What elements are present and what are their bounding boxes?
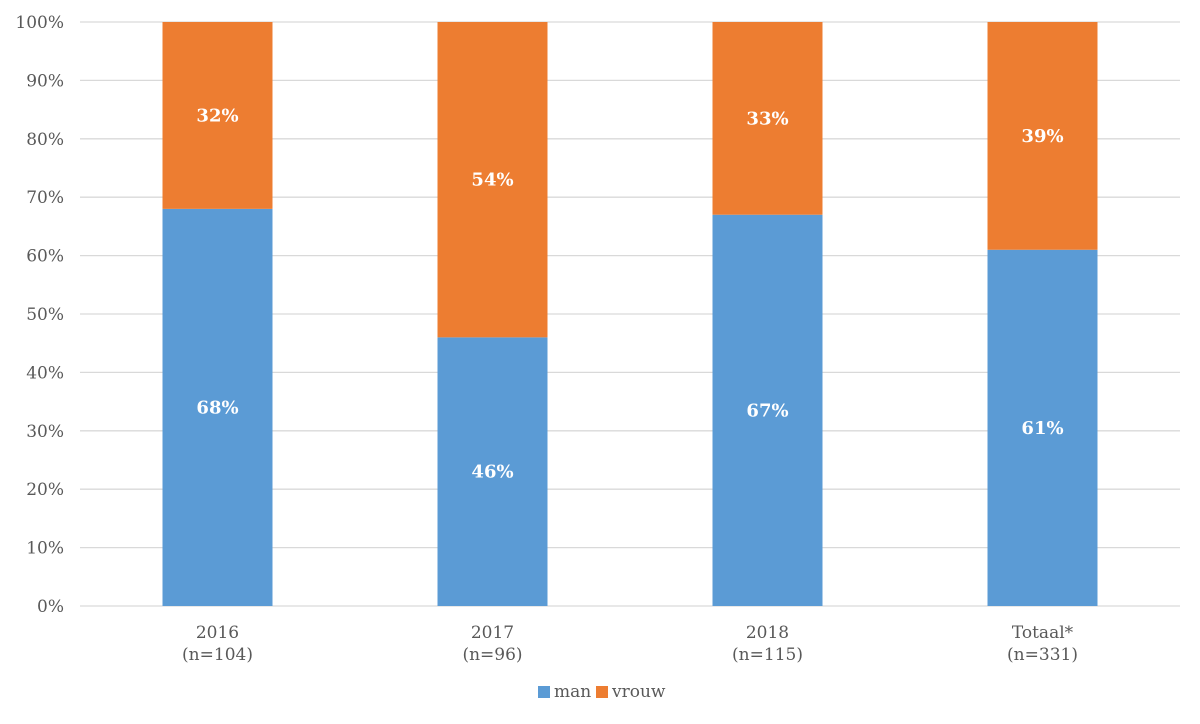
bar-man	[987, 249, 1098, 606]
y-tick-label: 70%	[26, 188, 64, 208]
legend: man vrouw	[538, 682, 666, 702]
data-label-vrouw: 54%	[471, 170, 513, 191]
x-axis-tick-labels: 2016(n=104) 2017(n=96) 2018(n=115) Totaal*(…	[182, 623, 1078, 665]
legend-swatch-man	[538, 686, 550, 698]
bar-vrouw	[162, 22, 273, 209]
data-labels: 68% 32% 46% 54% 67% 33% 61% 39%	[196, 105, 1063, 482]
y-tick-label: 20%	[26, 480, 64, 500]
y-tick-label: 30%	[26, 422, 64, 442]
data-label-vrouw: 33%	[746, 108, 788, 129]
x-tick-label: 2016	[196, 623, 239, 643]
y-axis-tick-labels: 0% 10% 20% 30% 40% 50% 60% 70% 80% 90% 100%	[15, 13, 64, 617]
data-label-man: 68%	[196, 397, 238, 418]
y-tick-label: 0%	[37, 597, 64, 617]
bar-vrouw	[987, 22, 1098, 250]
bar-man	[437, 337, 548, 606]
x-tick-label: 2017	[471, 623, 514, 643]
bars	[162, 22, 1098, 606]
x-tick-label: (n=104)	[182, 645, 253, 665]
bar-man	[162, 208, 273, 606]
y-tick-label: 60%	[26, 247, 64, 267]
data-label-man: 46%	[471, 462, 513, 483]
legend-label-vrouw: vrouw	[611, 682, 666, 702]
x-tick-label: 2018	[746, 623, 789, 643]
x-tick-label: (n=96)	[462, 645, 522, 665]
y-tick-label: 100%	[15, 13, 64, 33]
bar-vrouw	[437, 22, 548, 338]
legend-label-man: man	[554, 682, 591, 702]
x-tick-label: (n=115)	[732, 645, 803, 665]
y-tick-label: 90%	[26, 71, 64, 91]
bar-man	[712, 214, 823, 606]
data-label-man: 67%	[746, 400, 788, 421]
y-tick-label: 50%	[26, 305, 64, 325]
y-tick-label: 10%	[26, 539, 64, 559]
legend-swatch-vrouw	[596, 686, 608, 698]
x-tick-label: (n=331)	[1007, 645, 1078, 665]
y-tick-label: 40%	[26, 363, 64, 383]
x-tick-label: Totaal*	[1012, 623, 1074, 643]
y-tick-label: 80%	[26, 130, 64, 150]
data-label-vrouw: 39%	[1021, 126, 1063, 147]
bar-vrouw	[712, 22, 823, 215]
data-label-vrouw: 32%	[196, 105, 238, 126]
data-label-man: 61%	[1021, 418, 1063, 439]
